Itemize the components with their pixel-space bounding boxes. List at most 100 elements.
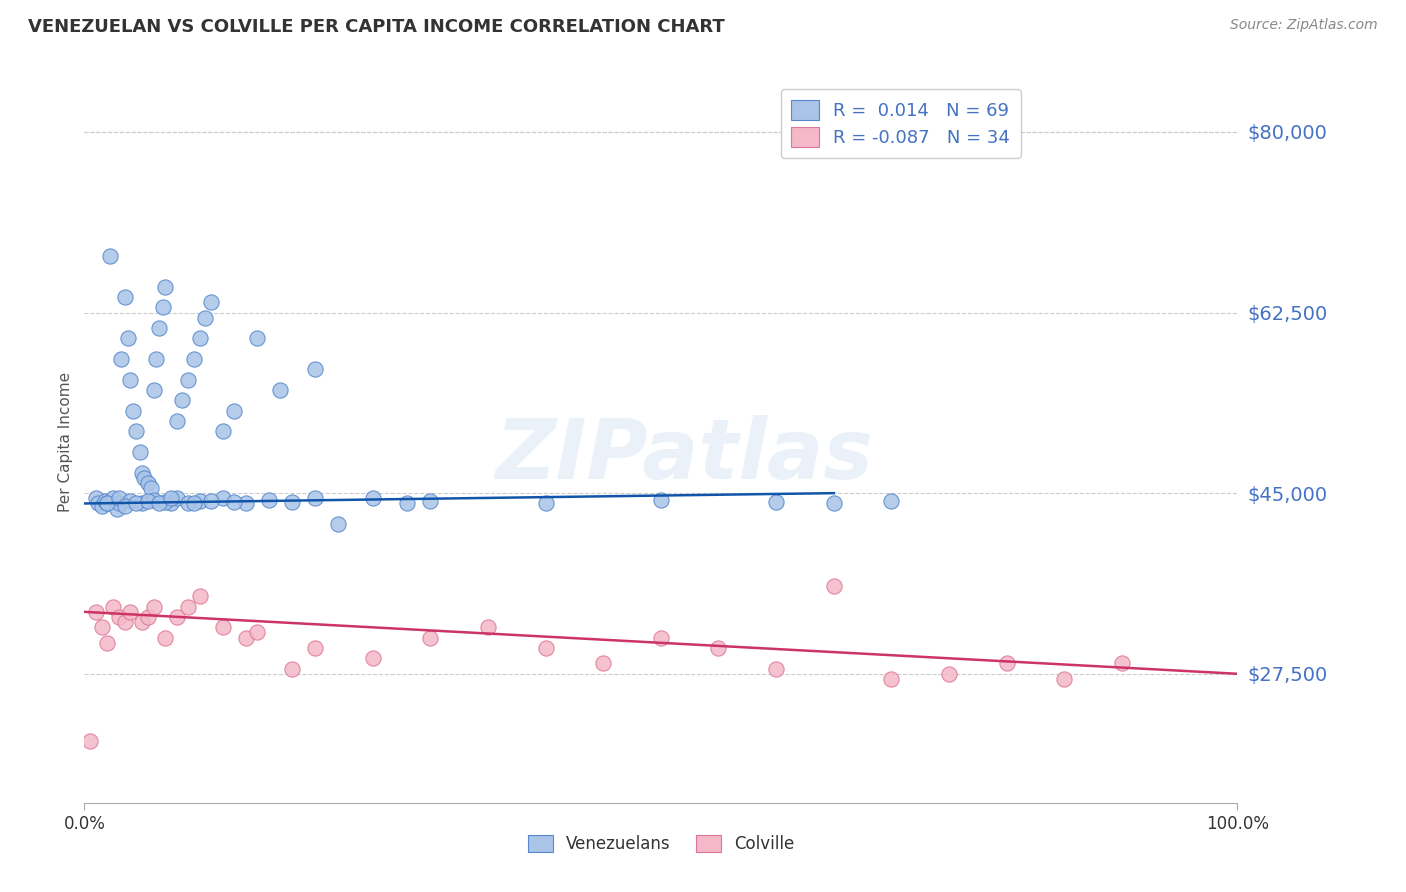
Point (304, 640, 326, 655)
Point (166, 414, 188, 428)
Point (120, 373, 142, 387)
Point (125, 496, 148, 510)
Point (90, 620, 112, 634)
Point (183, 351, 205, 366)
Point (166, 491, 188, 506)
Point (120, 494, 142, 508)
Point (84, 605, 107, 619)
Point (105, 501, 128, 516)
Text: ZIPatlas: ZIPatlas (495, 416, 873, 497)
Point (153, 631, 176, 645)
Point (96, 496, 118, 510)
Point (1053, 672, 1076, 686)
Point (477, 620, 499, 634)
Point (108, 491, 131, 506)
Point (281, 662, 304, 676)
Point (114, 499, 136, 513)
Point (121, 403, 143, 417)
Point (224, 495, 246, 509)
Point (114, 615, 136, 630)
Point (361, 651, 384, 665)
Point (96, 636, 118, 650)
Point (1111, 657, 1133, 671)
Point (534, 640, 557, 655)
Point (90, 499, 112, 513)
Point (136, 610, 159, 624)
Point (880, 672, 903, 686)
Point (96, 496, 118, 510)
Point (160, 496, 183, 510)
Point (131, 466, 153, 480)
Point (98, 249, 121, 263)
Point (177, 373, 200, 387)
Point (823, 496, 845, 510)
Point (361, 491, 384, 506)
Point (110, 351, 132, 366)
Point (87, 496, 110, 510)
Point (419, 494, 441, 508)
Point (592, 657, 614, 671)
Point (177, 599, 200, 614)
Point (650, 631, 672, 645)
Point (94, 494, 117, 508)
Point (145, 351, 167, 366)
Point (136, 494, 159, 508)
Point (304, 491, 326, 506)
Point (136, 475, 159, 490)
Point (304, 362, 326, 376)
Point (211, 424, 233, 438)
Point (142, 599, 165, 614)
Point (148, 321, 170, 335)
Point (211, 620, 233, 634)
Point (995, 657, 1018, 671)
Point (419, 631, 441, 645)
Point (707, 640, 730, 655)
Point (114, 290, 136, 304)
Legend: Venezuelans, Colville: Venezuelans, Colville (520, 828, 801, 860)
Point (142, 493, 165, 508)
Point (134, 471, 156, 485)
Point (103, 599, 124, 614)
Point (152, 301, 174, 315)
Point (880, 494, 903, 508)
Point (108, 496, 131, 510)
Point (257, 493, 280, 508)
Point (177, 496, 200, 510)
Point (153, 279, 176, 293)
Point (823, 579, 845, 593)
Point (183, 496, 205, 510)
Point (188, 590, 211, 604)
Point (188, 331, 211, 345)
Point (938, 666, 960, 681)
Point (84, 491, 107, 506)
Point (765, 495, 787, 509)
Point (650, 493, 672, 508)
Point (131, 615, 153, 630)
Point (117, 331, 139, 345)
Point (200, 494, 222, 508)
Point (211, 491, 233, 506)
Point (128, 445, 150, 459)
Point (172, 393, 194, 408)
Point (246, 331, 269, 345)
Point (326, 517, 349, 532)
Point (141, 481, 163, 495)
Point (160, 491, 183, 506)
Point (120, 605, 142, 619)
Point (246, 625, 269, 640)
Point (108, 610, 131, 624)
Point (765, 662, 787, 676)
Text: VENEZUELAN VS COLVILLE PER CAPITA INCOME CORRELATION CHART: VENEZUELAN VS COLVILLE PER CAPITA INCOME… (28, 18, 725, 36)
Point (194, 310, 217, 325)
Y-axis label: Per Capita Income: Per Capita Income (58, 371, 73, 512)
Point (224, 403, 246, 417)
Point (235, 496, 257, 510)
Point (142, 383, 165, 397)
Point (79, 734, 101, 748)
Point (131, 496, 153, 510)
Point (188, 494, 211, 508)
Point (534, 496, 557, 510)
Point (166, 610, 188, 624)
Point (235, 631, 257, 645)
Point (281, 495, 304, 509)
